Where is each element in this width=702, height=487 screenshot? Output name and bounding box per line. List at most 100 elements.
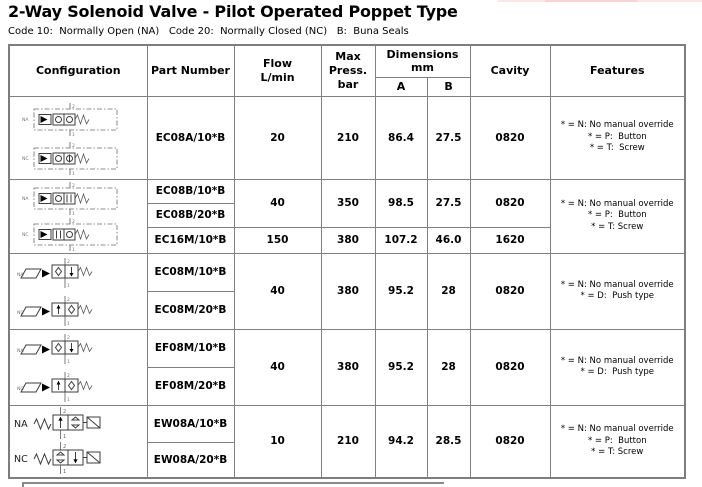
solenoid-arrow-icon: [40, 195, 48, 202]
flow-cell: 40: [233, 252, 322, 330]
na-label: NA: [17, 272, 24, 278]
part-number-cell: EF08M/10*B: [146, 328, 235, 368]
solenoid-box-icon: [38, 229, 52, 240]
dim-b-cell: 28.5: [426, 404, 471, 479]
port-label-top: 2: [72, 104, 75, 110]
col-header-dim-a: A: [374, 76, 428, 97]
valve-schematic-nc: NC 2 1: [22, 141, 118, 176]
port-label-top: 2: [63, 409, 66, 415]
spring-icon: [33, 452, 52, 466]
flow-arrowhead-icon: [73, 459, 78, 464]
max-press-cell: 350: [320, 178, 376, 228]
flow-cell: 40: [233, 178, 322, 228]
check-valve-icon: [70, 416, 81, 429]
cavity-cell: 0820: [469, 178, 551, 228]
dim-a-cell: 94.2: [374, 404, 428, 479]
port-label-bottom: 1: [63, 469, 66, 475]
port-label-bottom: 1: [67, 397, 70, 403]
port-label-bottom: 1: [72, 132, 75, 138]
dim-b-cell: 46.0: [426, 226, 471, 254]
cavity-cell: 1620: [469, 226, 551, 254]
port-label-top: 2: [72, 219, 75, 225]
solenoid-diagonal-icon: [86, 451, 101, 464]
port-label-top: 2: [63, 444, 66, 450]
spring-icon: [33, 417, 52, 431]
spring-icon: [74, 152, 90, 164]
flow-cell: 40: [233, 328, 322, 406]
max-press-cell: 380: [320, 226, 376, 254]
solenoid-arrow-icon: [40, 115, 48, 123]
solenoid-arrow-icon: [42, 269, 51, 278]
valve-schematic-ec08a: NA 2 1 NC: [22, 102, 118, 176]
flow-arrowhead-icon: [56, 381, 61, 385]
solenoid-box-icon: [38, 113, 52, 125]
port-label-top: 2: [67, 373, 70, 379]
poppet-box-icon: [63, 113, 76, 125]
check-valve-icon: [68, 304, 76, 315]
max-press-cell: 210: [320, 404, 376, 479]
col-header-features: Features: [549, 44, 686, 97]
part-number-cell: EC08B/10*B: [146, 178, 235, 204]
nc-label: NC: [17, 310, 24, 316]
valve-schematic-ef08m: NA 2 1 NC: [17, 334, 93, 403]
features-cell: * = N: No manual override * = P: Button …: [549, 178, 686, 254]
solenoid-box-icon: [86, 416, 101, 429]
port-label-top: 2: [72, 143, 75, 149]
port-label-bottom: 1: [67, 283, 70, 289]
valve-schematic-na: NA 2 1: [17, 334, 93, 365]
nc-label: NC: [14, 454, 28, 465]
configuration-cell: NA 2 1 NC: [8, 252, 148, 330]
dashdot-enclosure-icon: [33, 108, 118, 130]
dim-a-cell: 107.2: [374, 226, 428, 254]
port-label-bottom: 1: [72, 171, 75, 176]
flow-arrowhead-icon: [56, 305, 61, 309]
solenoid-box-icon: [38, 152, 52, 164]
dim-a-cell: 95.2: [374, 328, 428, 406]
port-label-top: 2: [67, 297, 70, 303]
part-number-cell: EC08A/10*B: [146, 95, 235, 180]
top-edge-decoration-inner: [545, 0, 637, 2]
solenoid-box-icon: [38, 193, 52, 204]
col-header-part-number: Part Number: [146, 44, 235, 97]
valve-schematic-nc: NC 2 1: [22, 218, 118, 251]
configuration-cell: NA 2 1: [8, 404, 148, 479]
configuration-cell: NA 2 1 NC: [8, 328, 148, 406]
valve-schematic-ew08a: NA 2 1: [14, 407, 101, 475]
nc-label: NC: [22, 232, 29, 238]
solenoid-arrow-icon: [42, 383, 51, 392]
valve-schematic-na: NA 2 1: [17, 258, 93, 289]
na-label: NA: [17, 348, 24, 354]
valve-schematic-nc: NC 2 1: [14, 442, 101, 475]
poppet-seat-icon: [55, 154, 63, 162]
col-header-max-press: Max Press. bar: [320, 44, 376, 97]
poppet-seat-icon: [66, 231, 74, 238]
spring-icon: [74, 228, 90, 241]
col-header-configuration: Configuration: [8, 44, 148, 97]
dim-b-cell: 27.5: [426, 95, 471, 180]
part-number-cell: EC08M/20*B: [146, 290, 235, 330]
poppet-box-icon: [52, 192, 65, 205]
features-cell: * = N: No manual override * = P: Button …: [549, 95, 686, 180]
check-valve-icon: [55, 451, 66, 464]
solenoid-arrow-icon: [40, 154, 48, 162]
part-number-cell: EC16M/10*B: [146, 226, 235, 254]
na-label: NA: [22, 196, 29, 202]
cavity-cell: 0820: [469, 95, 551, 180]
configuration-cell: NA 2 1: [8, 178, 148, 254]
flow-cell: 10: [233, 404, 322, 479]
valve-schematic-ec08b: NA 2 1: [22, 182, 118, 251]
dim-b-cell: 27.5: [426, 178, 471, 228]
spring-icon: [74, 113, 90, 125]
col-header-flow: Flow L/min: [233, 44, 322, 97]
spec-table: Configuration Part Number Flow L/min Max…: [8, 44, 687, 479]
check-valve-icon: [55, 342, 63, 353]
valve-schematic-na: NA 2 1: [22, 182, 118, 217]
features-cell: * = N: No manual override * = P: Button …: [549, 404, 686, 479]
na-label: NA: [14, 419, 28, 430]
solenoid-box-icon: [20, 306, 43, 317]
configuration-cell: NA 2 1 NC: [8, 95, 148, 180]
valve-schematic-nc: NC 2 1: [17, 296, 93, 327]
poppet-seat-icon: [66, 154, 74, 162]
poppet-box-icon: [52, 228, 65, 241]
